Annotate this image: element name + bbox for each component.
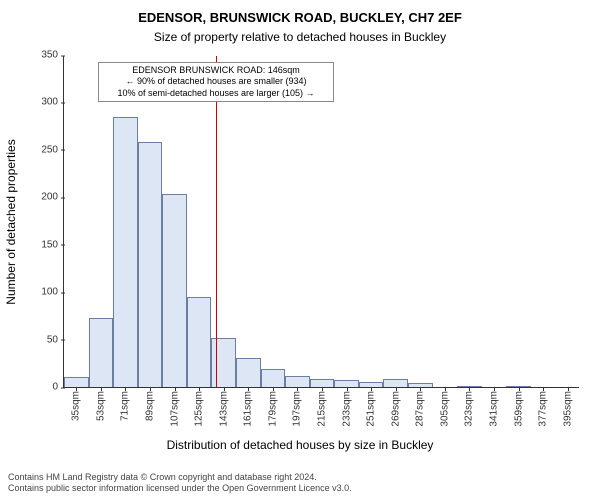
x-tick-label: 179sqm: [267, 387, 278, 427]
y-tick-label: 100: [41, 287, 64, 298]
chart-container: { "chart": { "type": "histogram", "title…: [0, 0, 600, 500]
x-tick-label: 269sqm: [390, 387, 401, 427]
histogram-bar: [89, 318, 114, 387]
histogram-bar: [64, 377, 89, 387]
histogram-bar: [187, 297, 212, 387]
y-tick-label: 0: [52, 382, 64, 393]
chart-subtitle: Size of property relative to detached ho…: [0, 30, 600, 44]
x-tick-label: 395sqm: [562, 387, 573, 427]
x-tick-label: 251sqm: [366, 387, 377, 427]
x-tick-label: 107sqm: [169, 387, 180, 427]
x-tick-label: 161sqm: [243, 387, 254, 427]
credits-line: Contains HM Land Registry data © Crown c…: [8, 472, 352, 483]
x-tick-label: 89sqm: [145, 387, 156, 421]
x-tick-label: 53sqm: [95, 387, 106, 421]
y-tick-label: 250: [41, 144, 64, 155]
x-tick-label: 233sqm: [341, 387, 352, 427]
x-tick-label: 323sqm: [464, 387, 475, 427]
x-tick-label: 71sqm: [120, 387, 131, 421]
x-tick-label: 197sqm: [292, 387, 303, 427]
annotation-line: ← 90% of detached houses are smaller (93…: [103, 76, 329, 87]
x-tick-label: 341sqm: [489, 387, 500, 427]
x-tick-label: 143sqm: [218, 387, 229, 427]
histogram-bar: [138, 142, 163, 387]
plot-area: 05010015020025030035035sqm53sqm71sqm89sq…: [63, 56, 579, 388]
x-tick-label: 125sqm: [194, 387, 205, 427]
histogram-bar: [261, 369, 286, 387]
histogram-bar: [162, 194, 187, 387]
annotation-box: EDENSOR BRUNSWICK ROAD: 146sqm← 90% of d…: [98, 62, 334, 102]
histogram-bar: [285, 376, 310, 387]
histogram-bar: [113, 117, 138, 387]
reference-line: [216, 56, 217, 387]
y-tick-label: 50: [47, 334, 64, 345]
histogram-bar: [383, 379, 408, 387]
x-tick-label: 287sqm: [415, 387, 426, 427]
x-tick-label: 215sqm: [317, 387, 328, 427]
x-tick-label: 359sqm: [513, 387, 524, 427]
histogram-bar: [310, 379, 335, 387]
x-tick-label: 305sqm: [439, 387, 450, 427]
y-tick-label: 350: [41, 50, 64, 61]
annotation-line: 10% of semi-detached houses are larger (…: [103, 88, 329, 99]
x-axis-label: Distribution of detached houses by size …: [0, 438, 600, 452]
x-tick-label: 377sqm: [538, 387, 549, 427]
credits-line: Contains public sector information licen…: [8, 483, 352, 494]
y-tick-label: 150: [41, 239, 64, 250]
y-axis-label: Number of detached properties: [4, 139, 18, 304]
annotation-line: EDENSOR BRUNSWICK ROAD: 146sqm: [103, 65, 329, 76]
x-tick-label: 35sqm: [71, 387, 82, 421]
credits-text: Contains HM Land Registry data © Crown c…: [8, 472, 352, 495]
chart-title: EDENSOR, BRUNSWICK ROAD, BUCKLEY, CH7 2E…: [0, 10, 600, 25]
histogram-bar: [334, 380, 359, 387]
histogram-bar: [236, 358, 261, 387]
y-tick-label: 300: [41, 97, 64, 108]
y-tick-label: 200: [41, 192, 64, 203]
